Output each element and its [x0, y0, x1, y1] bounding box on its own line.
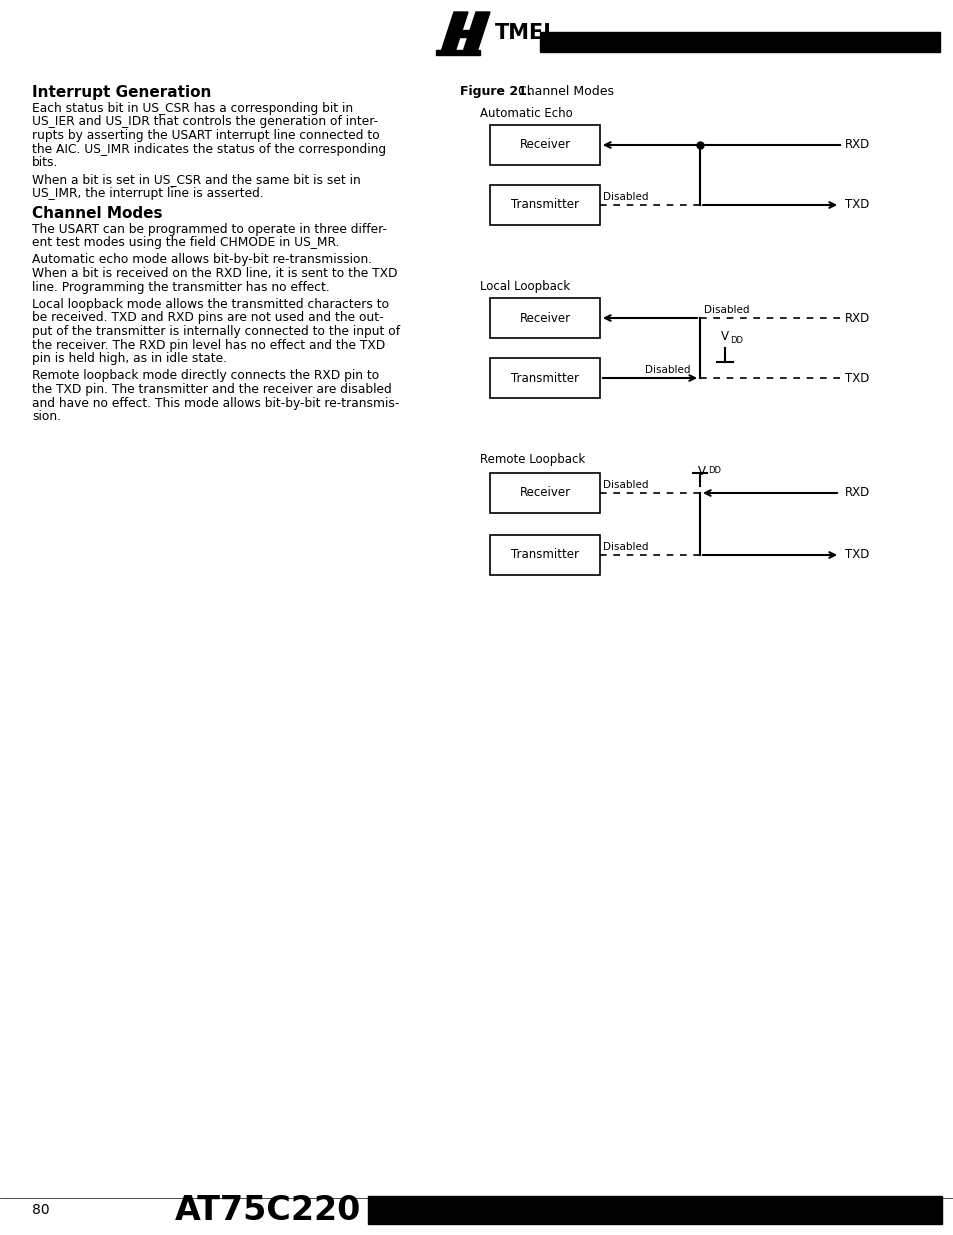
Text: DD: DD [729, 336, 742, 345]
Text: 80: 80 [32, 1203, 50, 1216]
Text: Local loopback mode allows the transmitted characters to: Local loopback mode allows the transmitt… [32, 298, 389, 311]
Text: V: V [720, 330, 728, 343]
Text: the TXD pin. The transmitter and the receiver are disabled: the TXD pin. The transmitter and the rec… [32, 383, 392, 396]
Bar [490, 473, 599, 513]
Text: rupts by asserting the USART interrupt line connected to: rupts by asserting the USART interrupt l… [32, 128, 379, 142]
Text: When a bit is received on the RXD line, it is sent to the TXD: When a bit is received on the RXD line, … [32, 267, 397, 280]
Text: The USART can be programmed to operate in three differ-: The USART can be programmed to operate i… [32, 222, 387, 236]
Text: and have no effect. This mode allows bit-by-bit re-transmis-: and have no effect. This mode allows bit… [32, 396, 399, 410]
Bar [368, 1195, 941, 1224]
Text: sion.: sion. [32, 410, 61, 424]
Text: Disabled: Disabled [602, 542, 648, 552]
Text: Remote loopback mode directly connects the RXD pin to: Remote loopback mode directly connects t… [32, 369, 379, 383]
Text: US_IER and US_IDR that controls the generation of inter-: US_IER and US_IDR that controls the gene… [32, 116, 377, 128]
Bar [539, 32, 939, 52]
Text: be received. TXD and RXD pins are not used and the out-: be received. TXD and RXD pins are not us… [32, 311, 383, 325]
Text: AT75C220: AT75C220 [174, 1193, 361, 1226]
Bar [490, 125, 599, 165]
Text: line. Programming the transmitter has no effect.: line. Programming the transmitter has no… [32, 280, 330, 294]
Bar [457, 49, 479, 56]
Text: V: V [698, 466, 705, 478]
Text: Figure 21.: Figure 21. [459, 85, 536, 98]
Text: Receiver: Receiver [518, 487, 570, 499]
Text: Disabled: Disabled [644, 366, 690, 375]
Text: TXD: TXD [844, 199, 868, 211]
Text: Disabled: Disabled [602, 480, 648, 490]
Text: Transmitter: Transmitter [511, 372, 578, 384]
Text: Channel Modes: Channel Modes [517, 85, 614, 98]
Text: DD: DD [707, 466, 720, 475]
Text: Channel Modes: Channel Modes [32, 206, 162, 221]
Text: bits.: bits. [32, 156, 58, 169]
Text: the receiver. The RXD pin level has no effect and the TXD: the receiver. The RXD pin level has no e… [32, 338, 385, 352]
Text: US_IMR, the interrupt line is asserted.: US_IMR, the interrupt line is asserted. [32, 186, 263, 200]
Text: TXD: TXD [844, 548, 868, 562]
Text: put of the transmitter is internally connected to the input of: put of the transmitter is internally con… [32, 325, 399, 338]
Text: TMEL: TMEL [495, 23, 557, 43]
Text: Transmitter: Transmitter [511, 548, 578, 562]
Text: the AIC. US_IMR indicates the status of the corresponding: the AIC. US_IMR indicates the status of … [32, 142, 386, 156]
Polygon shape [461, 12, 490, 56]
Text: Automatic Echo: Automatic Echo [479, 107, 572, 120]
Text: pin is held high, as in idle state.: pin is held high, as in idle state. [32, 352, 227, 366]
Bar [490, 535, 599, 576]
Bar [490, 358, 599, 398]
Bar [436, 49, 457, 56]
Text: Receiver: Receiver [518, 311, 570, 325]
Text: ent test modes using the field CHMODE in US_MR.: ent test modes using the field CHMODE in… [32, 236, 339, 249]
Text: RXD: RXD [844, 311, 869, 325]
Bar [490, 185, 599, 225]
Text: TXD: TXD [844, 372, 868, 384]
Text: Disabled: Disabled [602, 191, 648, 203]
Text: Remote Loopback: Remote Loopback [479, 453, 584, 466]
Text: Disabled: Disabled [703, 305, 749, 315]
Polygon shape [439, 12, 468, 56]
Text: RXD: RXD [844, 138, 869, 152]
Text: RXD: RXD [844, 487, 869, 499]
Bar [490, 298, 599, 338]
Text: Automatic echo mode allows bit-by-bit re-transmission.: Automatic echo mode allows bit-by-bit re… [32, 253, 372, 267]
Text: Local Loopback: Local Loopback [479, 280, 570, 293]
Text: Transmitter: Transmitter [511, 199, 578, 211]
Bar [454, 30, 476, 37]
Text: Receiver: Receiver [518, 138, 570, 152]
Text: Each status bit in US_CSR has a corresponding bit in: Each status bit in US_CSR has a correspo… [32, 103, 353, 115]
Text: When a bit is set in US_CSR and the same bit is set in: When a bit is set in US_CSR and the same… [32, 173, 360, 186]
Text: Interrupt Generation: Interrupt Generation [32, 85, 212, 100]
